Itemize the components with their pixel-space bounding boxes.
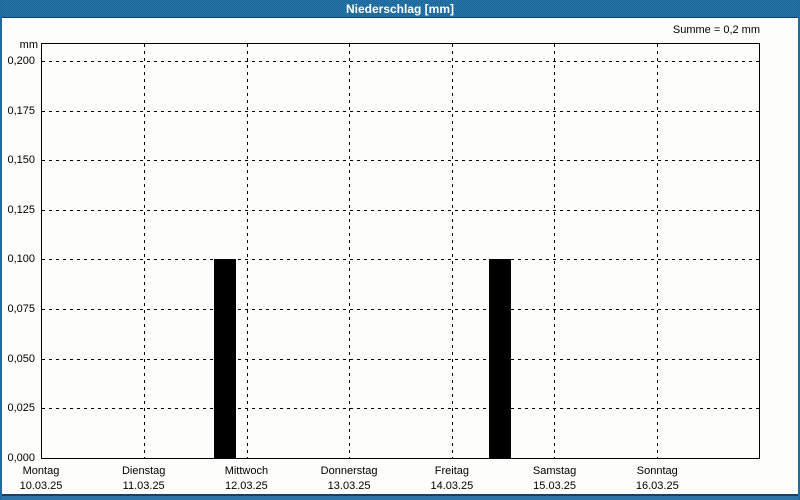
plot-area (41, 43, 760, 459)
y-tick-label: 0,175 (7, 105, 35, 117)
x-day-label: Dienstag 11.03.25 (92, 465, 195, 492)
y-tick-label: 0,200 (7, 55, 35, 67)
window-border-left (0, 0, 2, 500)
x-axis-labels: Montag 10.03.25 Dienstag 11.03.25 Mittwoch 12… (20, 465, 760, 494)
day-name: Samstag (532, 465, 577, 477)
x-day-label: Samstag 15.03.25 (503, 465, 606, 492)
data-bar (489, 259, 511, 458)
x-day-label: Freitag 14.03.25 (400, 465, 503, 492)
x-gridline (657, 44, 658, 458)
sum-label: Summe = 0,2 mm (672, 24, 760, 36)
day-name: Dienstag (121, 465, 166, 477)
x-gridline (144, 44, 145, 458)
y-gridline (42, 259, 759, 260)
x-gridline (554, 44, 555, 458)
y-gridline (42, 359, 759, 360)
y-gridline (42, 210, 759, 211)
y-axis-labels: 0,200 0,175 0,150 0,125 0,100 0,075 0,050 0,025… (0, 18, 38, 494)
y-gridline (42, 61, 759, 62)
x-gridline (247, 44, 248, 458)
y-tick-label: 0,000 (7, 452, 35, 464)
day-date: 16.03.25 (635, 480, 679, 492)
y-axis-unit-label: mm (19, 39, 38, 51)
day-date: 11.03.25 (122, 480, 165, 492)
day-date: 12.03.25 (224, 480, 268, 492)
title-bar: Niederschlag [mm] (0, 0, 800, 18)
day-date: 14.03.25 (430, 480, 474, 492)
x-day-label: Montag 10.03.25 (0, 465, 93, 492)
day-date: 10.03.25 (19, 480, 63, 492)
x-day-label: Sonntag 16.03.25 (606, 465, 709, 492)
x-day-label: Mittwoch 12.03.25 (195, 465, 298, 492)
day-name: Freitag (434, 465, 470, 477)
y-tick-label: 0,125 (7, 204, 35, 216)
x-day-label: Donnerstag 13.03.25 (298, 465, 401, 492)
x-gridline (452, 44, 453, 458)
y-tick-label: 0,050 (7, 353, 35, 365)
y-tick-label: 0,025 (7, 402, 35, 414)
day-name: Sonntag (636, 465, 678, 477)
day-name: Mittwoch (224, 465, 269, 477)
y-gridline (42, 309, 759, 310)
y-tick-label: 0,100 (7, 253, 35, 265)
day-name: Montag (22, 465, 60, 477)
x-gridline (349, 44, 350, 458)
day-name: Donnerstag (320, 465, 378, 477)
bottom-bar (0, 494, 800, 500)
y-gridline (42, 111, 759, 112)
y-gridline (42, 408, 759, 409)
window-border-right (798, 0, 800, 500)
y-tick-label: 0,150 (7, 154, 35, 166)
day-date: 15.03.25 (533, 480, 576, 492)
y-gridline (42, 160, 759, 161)
day-date: 13.03.25 (327, 480, 371, 492)
chart-content: Summe = 0,2 mm mm 0,200 0,175 0,150 0,125 0,… (0, 18, 800, 494)
chart-title: Niederschlag [mm] (345, 1, 455, 16)
data-bar (214, 259, 236, 458)
y-tick-label: 0,075 (7, 303, 35, 315)
